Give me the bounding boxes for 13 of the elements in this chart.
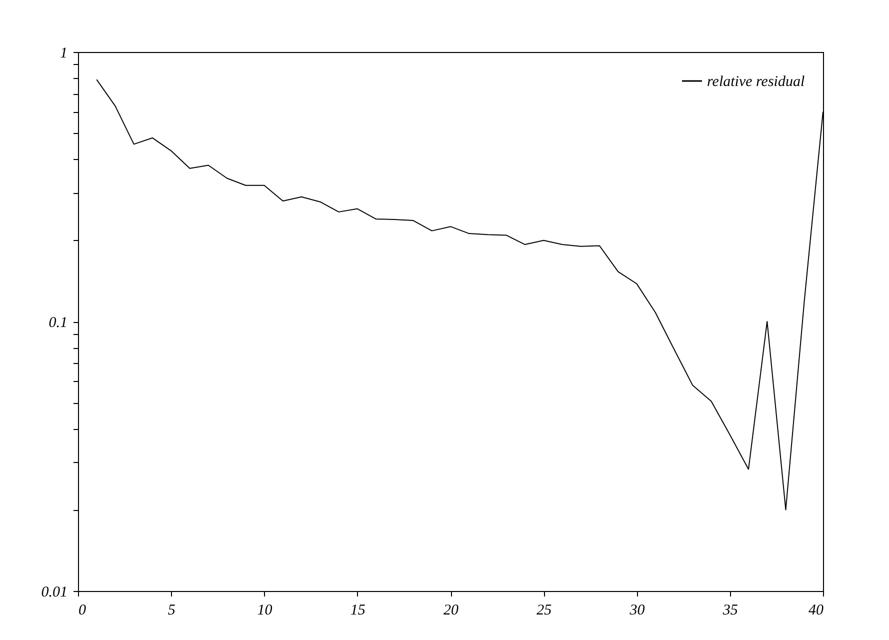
- x-tick-label: 20: [444, 602, 459, 618]
- y-tick-label: 1: [60, 46, 68, 62]
- x-tick-label: 10: [257, 602, 273, 618]
- y-tick-label: 0.01: [41, 584, 68, 600]
- legend-label: relative residual: [707, 74, 805, 90]
- x-tick-label: 35: [722, 602, 738, 618]
- y-tick-label: 0.1: [48, 315, 68, 331]
- x-tick-label: 40: [808, 602, 824, 618]
- x-tick-label: 25: [536, 602, 552, 618]
- x-tick-label: 30: [628, 602, 646, 618]
- x-tick-label: 0: [78, 602, 86, 618]
- x-tick-label: 15: [350, 602, 366, 618]
- x-tick-label: 5: [168, 602, 176, 618]
